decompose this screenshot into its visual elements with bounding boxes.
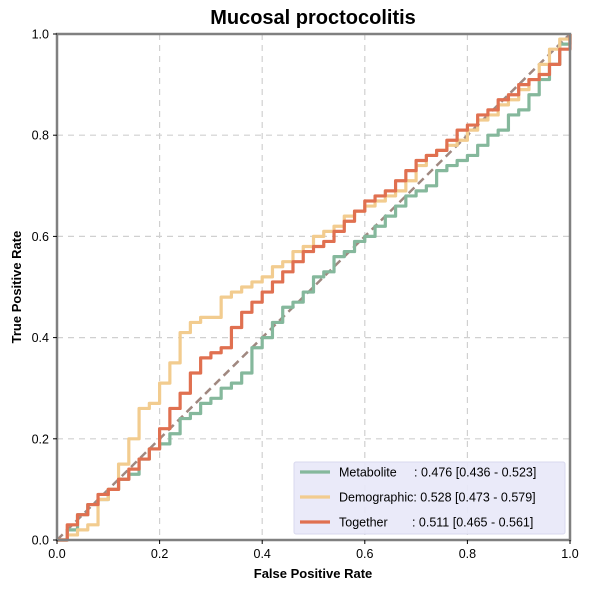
legend-label-demographic: Demographic: 0.528 [0.473 - 0.579] [339,491,536,505]
y-tick-label: 0.6 [32,230,49,244]
x-tick-label: 0.2 [151,547,168,561]
x-tick-label: 1.0 [561,547,578,561]
y-tick-label: 0.2 [32,432,49,446]
ticks: 0.0 0.2 0.4 0.6 0.8 1.0 0.0 0.2 0.4 0.6 0.8 1.0 [32,28,579,562]
y-tick-label: 0.4 [32,331,49,345]
chance-diagonal [56,33,571,541]
x-tick-label: 0.6 [356,547,373,561]
x-tick-label: 0.8 [459,547,476,561]
series-line-together [57,34,572,542]
x-axis-label: False Positive Rate [254,566,373,581]
legend: Metabolite : 0.476 [0.436 - 0.523] Demogr… [293,461,566,535]
legend-label-metabolite: Metabolite : 0.476 [0.436 - 0.523] [339,466,536,480]
x-tick-label: 0.0 [48,547,65,561]
series-layer [57,34,572,542]
x-tick-label: 0.4 [254,547,271,561]
y-tick-label: 0.8 [32,129,49,143]
plot-frame [55,32,572,542]
legend-box [293,461,566,535]
series-line-demographic [57,34,572,542]
chart-title: Mucosal proctocolitis [210,7,416,29]
y-axis-label: True Positive Rate [9,231,24,344]
y-tick-label: 1.0 [32,28,49,42]
y-tick-label: 0.0 [32,534,49,548]
legend-label-together: Together : 0.511 [0.465 - 0.561] [339,516,533,530]
